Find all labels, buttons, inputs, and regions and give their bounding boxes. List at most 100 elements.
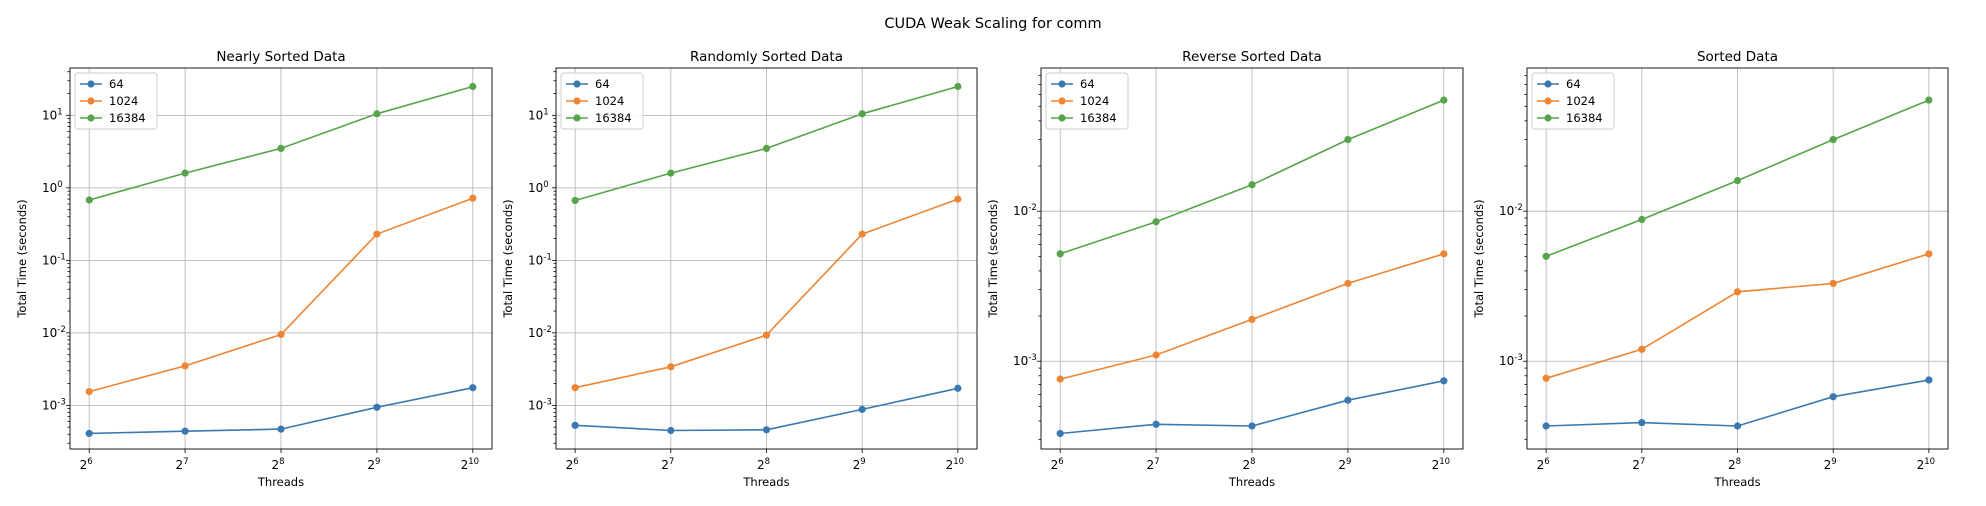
x-tick-label: 27 [176, 457, 189, 472]
data-point-1024 [571, 384, 579, 392]
data-point-64 [277, 425, 285, 433]
data-point-1024 [1542, 374, 1550, 382]
data-point-16384 [469, 82, 477, 91]
data-point-16384 [1440, 96, 1448, 104]
x-axis-label: Threads [1228, 475, 1275, 489]
chart-title: Sorted Data [1697, 49, 1778, 65]
chart-title: Randomly Sorted Data [690, 49, 843, 65]
legend-swatch-marker-1024 [573, 97, 581, 105]
data-point-1024 [667, 363, 675, 371]
legend-label-64: 64 [109, 77, 124, 91]
data-point-1024 [1248, 315, 1256, 323]
chart-title: Reverse Sorted Data [1182, 49, 1322, 65]
legend-swatch-marker-16384 [1544, 114, 1552, 122]
data-point-16384 [181, 169, 189, 177]
data-point-16384 [1542, 252, 1550, 260]
legend-swatch-marker-16384 [87, 114, 95, 122]
x-tick-label: 29 [853, 457, 866, 472]
y-tick-label: 10-3 [42, 397, 66, 412]
x-tick-label: 210 [1917, 457, 1935, 472]
legend-swatch-marker-16384 [1058, 114, 1066, 122]
data-point-64 [1344, 396, 1352, 404]
y-tick-label: 100 [42, 180, 63, 195]
data-point-16384 [954, 82, 962, 91]
data-point-64 [1733, 422, 1742, 430]
data-point-16384 [1925, 96, 1933, 104]
data-point-64 [762, 426, 771, 434]
y-tick-label: 100 [528, 180, 549, 195]
x-tick-label: 210 [946, 457, 964, 472]
data-point-1024 [762, 331, 771, 339]
x-tick-label: 26 [80, 457, 93, 472]
data-point-16384 [373, 110, 381, 118]
data-point-64 [954, 384, 962, 392]
data-point-16384 [1056, 250, 1064, 258]
y-tick-label: 10-3 [528, 397, 552, 412]
y-tick-label: 101 [42, 107, 63, 122]
y-axis-label: Total Time (seconds) [501, 199, 515, 318]
data-point-64 [1248, 422, 1256, 430]
data-point-1024 [277, 330, 285, 339]
data-point-16384 [571, 196, 579, 205]
x-axis-label: Threads [742, 475, 789, 489]
chart-panel-3: 26 27 28 29 210 10-3 10-2 Reverse Sorted Data Th… [986, 49, 1464, 489]
x-tick-label: 27 [661, 457, 674, 472]
data-point-64 [85, 429, 93, 438]
figure-title: CUDA Weak Scaling for comm [884, 16, 1102, 32]
data-point-16384 [85, 196, 93, 204]
data-point-64 [667, 426, 675, 435]
legend-swatch-marker-64 [87, 80, 95, 88]
legend-swatch-marker-1024 [87, 97, 95, 105]
legend-swatch-marker-1024 [1544, 97, 1552, 105]
x-tick-label: 26 [1051, 457, 1064, 472]
data-point-1024 [1344, 279, 1352, 288]
legend-label-64: 64 [1566, 77, 1581, 91]
chart-panel-2: 26 27 28 29 210 10-3 10-2 10-1 100 101 Randomly So… [501, 49, 978, 489]
y-tick-label: 10-2 [1013, 203, 1037, 218]
legend-label-1024: 1024 [109, 94, 138, 108]
data-point-1024 [1829, 279, 1837, 288]
data-point-1024 [1733, 288, 1742, 296]
x-tick-label: 27 [1632, 457, 1645, 472]
data-point-64 [858, 405, 866, 413]
legend-label-16384: 16384 [1566, 111, 1603, 125]
y-axis-label: Total Time (seconds) [15, 199, 29, 318]
legend-swatch-marker-64 [1544, 80, 1552, 88]
legend-label-16384: 16384 [595, 111, 632, 125]
chart-panel-1: 26 27 28 29 210 10-3 10-2 10-1 100 101 Nearly Sort… [15, 49, 493, 489]
data-point-1024 [1056, 375, 1064, 383]
data-point-64 [1925, 376, 1933, 384]
data-point-1024 [1152, 351, 1160, 359]
data-point-64 [1638, 418, 1646, 427]
legend-label-1024: 1024 [1566, 94, 1595, 108]
legend-label-1024: 1024 [1080, 94, 1109, 108]
legend-box [1531, 72, 1615, 130]
x-axis-label: Threads [1713, 475, 1760, 489]
data-point-1024 [85, 387, 93, 396]
legend-swatch-marker-1024 [1058, 97, 1066, 105]
data-point-64 [1152, 420, 1160, 428]
data-point-64 [1056, 429, 1064, 438]
x-tick-label: 29 [367, 457, 380, 472]
data-point-1024 [1440, 250, 1448, 258]
data-point-64 [181, 427, 189, 435]
data-point-16384 [667, 169, 675, 177]
y-axis-label: Total Time (seconds) [986, 199, 1000, 318]
x-tick-label: 29 [1338, 457, 1351, 472]
data-point-16384 [1733, 176, 1742, 185]
x-tick-label: 28 [1728, 457, 1741, 472]
legend-label-64: 64 [1080, 77, 1095, 91]
data-point-16384 [1638, 215, 1646, 224]
y-tick-label: 101 [528, 107, 549, 122]
data-point-64 [373, 403, 381, 411]
y-tick-label: 10-2 [1499, 203, 1523, 218]
y-axis-label: Total Time (seconds) [1472, 199, 1486, 318]
x-tick-label: 28 [757, 457, 770, 472]
x-tick-label: 210 [461, 457, 479, 472]
legend-label-1024: 1024 [595, 94, 624, 108]
legend-swatch-marker-64 [1058, 80, 1066, 88]
x-tick-label: 29 [1824, 457, 1837, 472]
x-tick-label: 28 [271, 457, 284, 472]
legend-box [1045, 72, 1129, 130]
data-point-16384 [762, 144, 771, 153]
